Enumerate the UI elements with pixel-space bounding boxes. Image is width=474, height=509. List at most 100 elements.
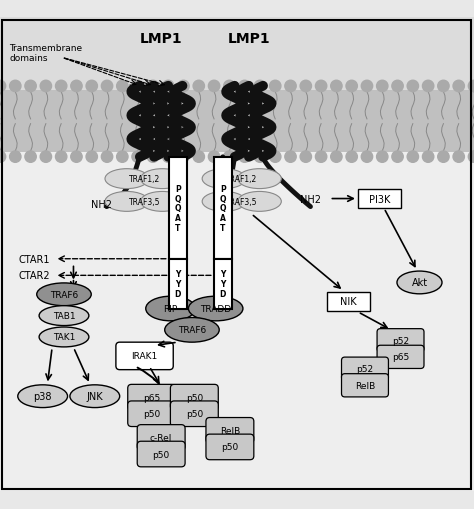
Circle shape: [346, 81, 357, 93]
Circle shape: [178, 81, 189, 93]
Circle shape: [300, 152, 311, 163]
Text: LMP1: LMP1: [140, 32, 182, 46]
Circle shape: [132, 152, 143, 163]
Circle shape: [0, 81, 6, 93]
Text: p50: p50: [153, 449, 170, 459]
Circle shape: [392, 81, 403, 93]
Circle shape: [101, 152, 113, 163]
Text: Y
Y
D: Y Y D: [219, 270, 226, 298]
Ellipse shape: [202, 192, 246, 212]
Circle shape: [25, 152, 36, 163]
Text: TRAF6: TRAF6: [178, 326, 206, 335]
Text: p50: p50: [143, 409, 160, 418]
FancyBboxPatch shape: [206, 434, 254, 460]
Ellipse shape: [39, 327, 89, 347]
Circle shape: [376, 81, 388, 93]
Circle shape: [86, 81, 98, 93]
Circle shape: [209, 81, 220, 93]
Text: PI3K: PI3K: [368, 194, 390, 204]
Text: RelB: RelB: [355, 381, 375, 390]
Text: c-Rel: c-Rel: [150, 433, 173, 442]
Circle shape: [147, 81, 159, 93]
Circle shape: [40, 81, 52, 93]
FancyBboxPatch shape: [137, 425, 185, 450]
Bar: [0, 151, 474, 491]
Circle shape: [224, 152, 235, 163]
Circle shape: [193, 152, 204, 163]
Ellipse shape: [237, 169, 281, 189]
Ellipse shape: [105, 169, 148, 189]
Text: TAK1: TAK1: [53, 333, 75, 342]
Circle shape: [346, 152, 357, 163]
Circle shape: [438, 81, 449, 93]
Text: JNK: JNK: [86, 391, 103, 402]
Ellipse shape: [146, 297, 195, 321]
Text: TRAF1,2: TRAF1,2: [129, 175, 160, 184]
Bar: [169, 157, 187, 259]
Bar: [214, 259, 232, 309]
Circle shape: [331, 152, 342, 163]
Circle shape: [254, 152, 265, 163]
Circle shape: [285, 152, 296, 163]
Text: p38: p38: [33, 391, 52, 402]
Circle shape: [392, 152, 403, 163]
FancyBboxPatch shape: [341, 357, 388, 381]
Circle shape: [71, 81, 82, 93]
Text: p50: p50: [186, 409, 203, 418]
Ellipse shape: [105, 192, 148, 212]
Circle shape: [224, 81, 235, 93]
FancyBboxPatch shape: [170, 401, 218, 427]
Text: NH2: NH2: [91, 200, 112, 210]
FancyBboxPatch shape: [137, 441, 185, 467]
FancyBboxPatch shape: [128, 401, 175, 427]
Circle shape: [40, 152, 52, 163]
Text: P
Q
Q
A
T: P Q Q A T: [219, 185, 226, 232]
Ellipse shape: [18, 385, 67, 408]
Text: p65: p65: [392, 353, 409, 362]
Text: p65: p65: [143, 393, 160, 402]
FancyBboxPatch shape: [206, 418, 254, 443]
Circle shape: [453, 81, 465, 93]
Circle shape: [117, 81, 128, 93]
Text: p50: p50: [221, 442, 238, 451]
Text: TRAF3,5: TRAF3,5: [226, 197, 257, 207]
Text: CTAR2: CTAR2: [19, 271, 51, 281]
Text: RelB: RelB: [220, 426, 240, 435]
Circle shape: [315, 81, 327, 93]
Text: TAB1: TAB1: [53, 312, 75, 321]
Circle shape: [101, 81, 113, 93]
Circle shape: [453, 152, 465, 163]
Bar: [0, 91, 474, 153]
Circle shape: [361, 81, 373, 93]
Circle shape: [86, 152, 98, 163]
FancyBboxPatch shape: [116, 343, 173, 370]
Text: p52: p52: [356, 364, 374, 374]
Ellipse shape: [39, 306, 89, 326]
Ellipse shape: [140, 192, 184, 212]
Text: Akt: Akt: [411, 278, 428, 288]
Bar: [169, 259, 187, 309]
Circle shape: [239, 152, 250, 163]
Bar: [214, 157, 232, 259]
Circle shape: [239, 81, 250, 93]
Circle shape: [361, 152, 373, 163]
Bar: [327, 292, 370, 312]
Circle shape: [376, 152, 388, 163]
Text: Transmembrane
domains: Transmembrane domains: [9, 44, 82, 63]
Circle shape: [438, 152, 449, 163]
Circle shape: [422, 152, 434, 163]
Text: P
Q
Q
A
T: P Q Q A T: [174, 185, 181, 232]
Text: LMP1: LMP1: [228, 32, 270, 46]
Ellipse shape: [397, 271, 442, 294]
Ellipse shape: [140, 169, 184, 189]
Ellipse shape: [237, 192, 281, 212]
FancyBboxPatch shape: [377, 329, 424, 352]
Ellipse shape: [189, 297, 243, 321]
Text: CTAR1: CTAR1: [19, 254, 50, 264]
Circle shape: [468, 81, 474, 93]
Text: p52: p52: [392, 336, 409, 345]
Circle shape: [300, 81, 311, 93]
Ellipse shape: [36, 284, 91, 306]
Circle shape: [422, 81, 434, 93]
Text: RIP: RIP: [164, 304, 178, 314]
